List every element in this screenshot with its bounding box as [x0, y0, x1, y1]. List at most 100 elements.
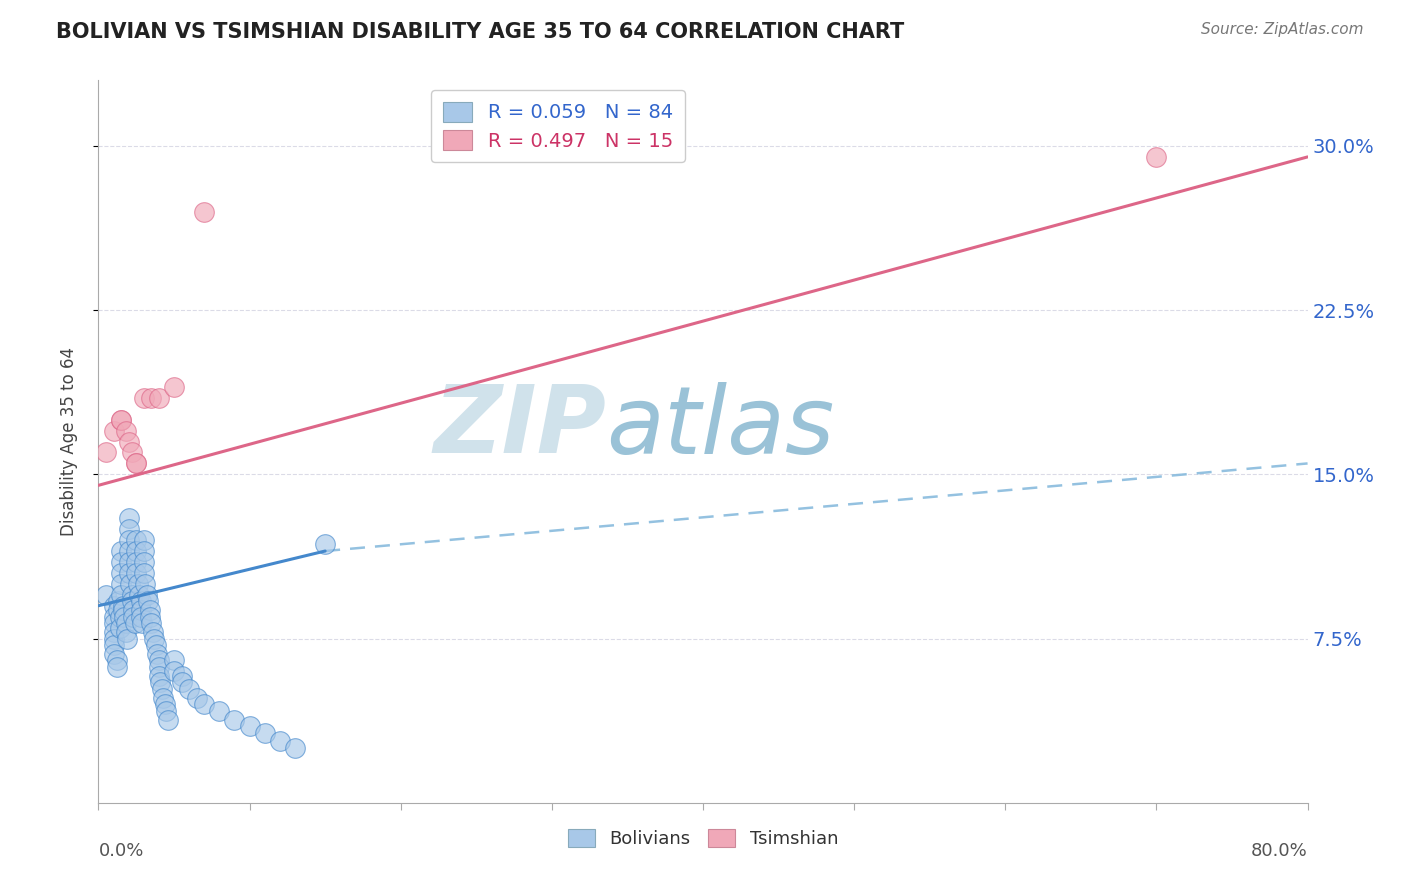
Text: Source: ZipAtlas.com: Source: ZipAtlas.com — [1201, 22, 1364, 37]
Point — [170, 675, 193, 690]
Point — [103, 632, 125, 646]
Point — [103, 609, 125, 624]
Point — [163, 380, 186, 394]
Text: 0.0%: 0.0% — [98, 842, 143, 860]
Point — [122, 603, 145, 617]
Point — [170, 669, 193, 683]
Y-axis label: Disability Age 35 to 64: Disability Age 35 to 64 — [59, 347, 77, 536]
Point — [132, 544, 155, 558]
Point — [125, 457, 148, 471]
Point — [118, 533, 141, 547]
Point — [121, 594, 143, 608]
Point — [143, 632, 166, 646]
Point — [284, 741, 307, 756]
Point — [111, 599, 134, 613]
Point — [1144, 150, 1167, 164]
Point — [132, 566, 155, 580]
Point — [314, 537, 336, 551]
Point — [156, 713, 179, 727]
Point — [107, 603, 129, 617]
Text: 80.0%: 80.0% — [1251, 842, 1308, 860]
Point — [103, 638, 125, 652]
Point — [125, 457, 148, 471]
Point — [118, 544, 141, 558]
Point — [129, 594, 152, 608]
Point — [142, 625, 165, 640]
Point — [105, 660, 128, 674]
Point — [107, 594, 129, 608]
Point — [253, 725, 276, 739]
Point — [112, 609, 135, 624]
Point — [115, 632, 138, 646]
Point — [141, 616, 163, 631]
Point — [146, 647, 169, 661]
Point — [103, 616, 125, 631]
Point — [179, 681, 201, 696]
Point — [149, 675, 172, 690]
Point — [152, 690, 174, 705]
Legend: Bolivians, Tsimshian: Bolivians, Tsimshian — [561, 822, 845, 855]
Point — [129, 603, 152, 617]
Point — [121, 445, 143, 459]
Point — [145, 638, 167, 652]
Point — [110, 577, 132, 591]
Point — [111, 603, 134, 617]
Point — [132, 555, 155, 569]
Point — [129, 609, 152, 624]
Point — [128, 588, 150, 602]
Point — [125, 544, 148, 558]
Point — [110, 588, 132, 602]
Point — [135, 588, 157, 602]
Point — [193, 698, 215, 712]
Point — [110, 412, 132, 426]
Point — [155, 704, 177, 718]
Point — [208, 704, 231, 718]
Point — [148, 669, 170, 683]
Point — [163, 665, 186, 679]
Point — [118, 555, 141, 569]
Point — [125, 566, 148, 580]
Point — [103, 424, 125, 438]
Point — [103, 599, 125, 613]
Point — [118, 434, 141, 449]
Point — [110, 566, 132, 580]
Point — [148, 653, 170, 667]
Point — [103, 625, 125, 640]
Point — [239, 719, 262, 733]
Point — [124, 616, 146, 631]
Point — [125, 533, 148, 547]
Point — [114, 625, 136, 640]
Point — [193, 204, 215, 219]
Point — [148, 391, 170, 405]
Point — [132, 391, 155, 405]
Text: ZIP: ZIP — [433, 381, 606, 473]
Point — [114, 424, 136, 438]
Point — [139, 603, 162, 617]
Point — [103, 647, 125, 661]
Point — [224, 713, 246, 727]
Point — [163, 653, 186, 667]
Point — [141, 391, 163, 405]
Point — [125, 555, 148, 569]
Point — [139, 609, 162, 624]
Point — [186, 690, 208, 705]
Point — [148, 660, 170, 674]
Text: atlas: atlas — [606, 382, 835, 473]
Point — [134, 577, 156, 591]
Point — [122, 609, 145, 624]
Point — [132, 533, 155, 547]
Point — [136, 594, 159, 608]
Point — [131, 616, 153, 631]
Point — [110, 544, 132, 558]
Point — [94, 588, 117, 602]
Point — [114, 616, 136, 631]
Point — [105, 653, 128, 667]
Point — [121, 588, 143, 602]
Point — [127, 577, 149, 591]
Point — [94, 445, 117, 459]
Point — [269, 734, 291, 748]
Point — [118, 511, 141, 525]
Text: BOLIVIAN VS TSIMSHIAN DISABILITY AGE 35 TO 64 CORRELATION CHART: BOLIVIAN VS TSIMSHIAN DISABILITY AGE 35 … — [56, 22, 904, 42]
Point — [150, 681, 173, 696]
Point — [108, 621, 131, 635]
